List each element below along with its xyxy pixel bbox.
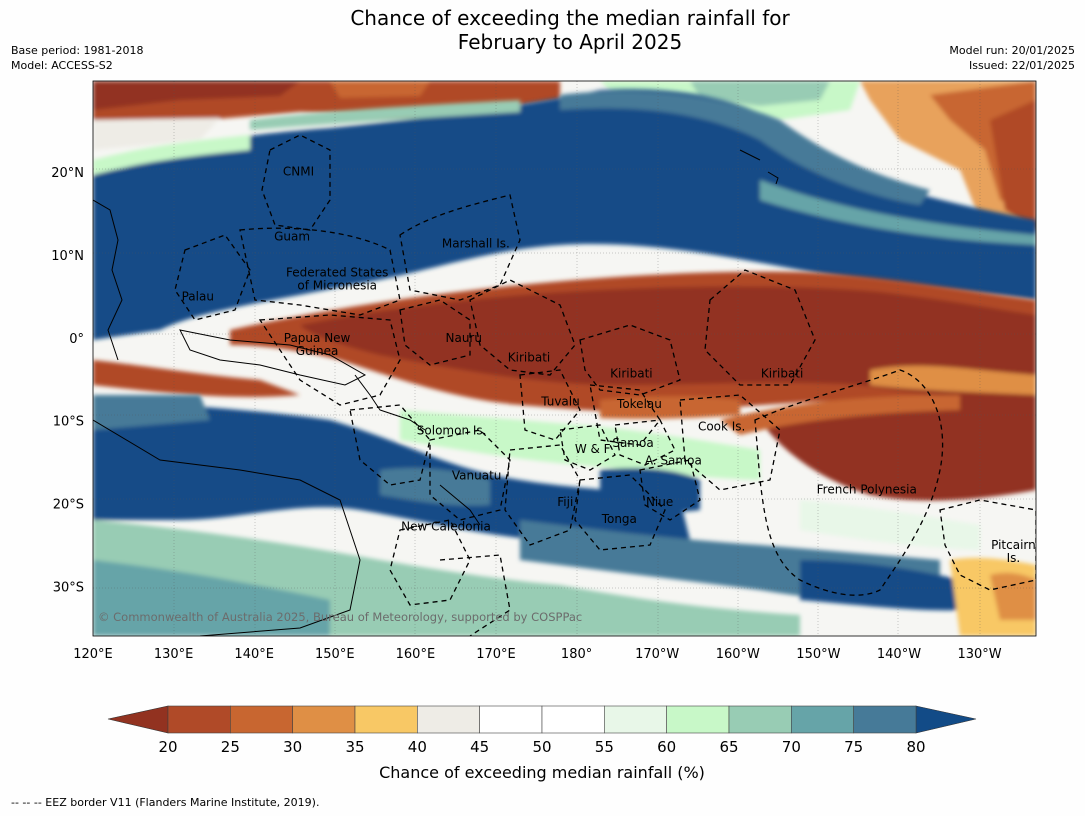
lon-tick-label: 140°W	[877, 647, 921, 662]
lon-tick-label: 150°E	[315, 647, 355, 662]
region-label: Kiribati	[508, 351, 550, 365]
colorbar-cell	[292, 705, 356, 734]
colorbar-tick-label: 70	[782, 738, 801, 756]
region-label: CNMI	[283, 164, 314, 178]
region-label: of Micronesia	[297, 279, 377, 293]
gridlines	[93, 81, 1036, 636]
meta-right: Model run: 20/01/2025 Issued: 22/01/2025	[949, 43, 1075, 73]
colorbar: 20 25 30 35 40 45 50 55 60 65 70 75 80 Chance of exc…	[107, 705, 977, 782]
region-label: Solomon Is.	[417, 424, 487, 438]
lat-tick-label: 20°S	[53, 497, 84, 512]
colorbar-cell	[541, 705, 605, 734]
map-panel: © Commonwealth of Australia 2025, Bureau…	[93, 81, 1036, 636]
colorbar-cell	[853, 705, 917, 734]
colorbar-tick-label: 75	[844, 738, 863, 756]
region-label: Is.	[1007, 551, 1021, 565]
region-label: Palau	[182, 289, 214, 303]
colorbar-low-extend	[107, 705, 169, 734]
latitude-axis: 20°N 10°N 0° 10°S 20°S 30°S	[51, 166, 84, 595]
lat-tick-label: 20°N	[51, 166, 84, 181]
region-label: Guam	[274, 230, 310, 244]
map-frame	[92, 80, 1037, 637]
region-label: Samoa	[612, 436, 653, 450]
colorbar-cell	[479, 705, 543, 734]
lon-tick-label: 180°	[561, 647, 592, 662]
colorbar-tick-label: 80	[906, 738, 925, 756]
region-label: A. Samoa	[645, 453, 702, 467]
lat-tick-label: 0°	[69, 332, 84, 347]
region-label: New Caledonia	[401, 520, 491, 534]
north-dry-zone	[93, 81, 1036, 230]
lon-tick-label: 160°W	[716, 647, 760, 662]
colorbar-high-extend	[915, 705, 977, 734]
copyright-text: © Commonwealth of Australia 2025, Bureau…	[98, 610, 582, 624]
lon-tick-label: 130°E	[154, 647, 194, 662]
lon-tick-label: 170°W	[635, 647, 679, 662]
colorbar-tick-label: 55	[595, 738, 614, 756]
colorbar-tick-label: 60	[657, 738, 676, 756]
chart-title: Chance of exceeding the median rainfall …	[0, 6, 1085, 54]
north-wet-zone	[93, 89, 1036, 340]
eez-borders	[174, 134, 1036, 636]
colorbar-title: Chance of exceeding median rainfall (%)	[379, 763, 705, 782]
lon-tick-label: 140°E	[234, 647, 274, 662]
colorbar-tick-label: 65	[719, 738, 738, 756]
colorbar-tick-label: 40	[408, 738, 427, 756]
colorbar-tick-label: 45	[470, 738, 489, 756]
issued-text: Issued: 22/01/2025	[968, 59, 1075, 72]
region-label: Pitcairn	[991, 538, 1036, 552]
colorbar-tick-label: 20	[158, 738, 177, 756]
region-label: Fiji	[557, 495, 573, 509]
lon-tick-label: 120°E	[73, 647, 113, 662]
region-label: Kiribati	[610, 366, 652, 380]
lat-tick-label: 10°S	[53, 415, 84, 430]
region-label: Vanuatu	[452, 468, 502, 482]
colorbar-cells	[167, 705, 917, 734]
lon-tick-label: 160°E	[396, 647, 436, 662]
region-label: French Polynesia	[817, 482, 917, 496]
map-figure: © Commonwealth of Australia 2025, Bureau…	[51, 80, 1037, 782]
region-label: Nauru	[446, 331, 482, 345]
eez-footnote: -- -- -- EEZ border V11 (Flanders Marine…	[11, 796, 320, 809]
colorbar-ticks: 20 25 30 35 40 45 50 55 60 65 70 75 80	[158, 738, 925, 756]
colorbar-cell	[167, 705, 231, 734]
lon-tick-label: 130°W	[957, 647, 1001, 662]
region-label: Papua New	[284, 331, 351, 345]
lat-tick-label: 30°S	[53, 580, 84, 595]
model-text: Model: ACCESS-S2	[11, 59, 113, 72]
region-label: Marshall Is.	[442, 236, 510, 250]
base-period-text: Base period: 1981-2018	[11, 44, 144, 57]
colorbar-tick-label: 50	[532, 738, 551, 756]
colorbar-cell	[417, 705, 480, 734]
colorbar-tick-label: 25	[221, 738, 240, 756]
lat-tick-label: 10°N	[51, 249, 84, 264]
region-label: Guinea	[296, 344, 339, 358]
colorbar-tick-label: 35	[345, 738, 364, 756]
region-label: Federated States	[286, 265, 388, 279]
colorbar-tick-label: 30	[283, 738, 302, 756]
meta-left: Base period: 1981-2018 Model: ACCESS-S2	[11, 43, 143, 73]
colorbar-cell	[354, 705, 418, 734]
region-label: Cook Is.	[698, 419, 745, 433]
region-label: Tonga	[601, 512, 637, 526]
colorbar-cell	[791, 705, 854, 734]
model-run-text: Model run: 20/01/2025	[949, 44, 1075, 57]
title-line-2: February to April 2025	[457, 30, 683, 54]
lon-tick-label: 170°E	[476, 647, 516, 662]
region-label: Tuvalu	[540, 395, 580, 409]
region-label: Tokelau	[616, 397, 662, 411]
colorbar-cell	[666, 705, 730, 734]
south-wet-zone	[93, 395, 1036, 636]
colorbar-cell	[604, 705, 667, 734]
equatorial-dry-band	[93, 271, 1036, 501]
colorbar-cell	[728, 705, 792, 734]
title-line-1: Chance of exceeding the median rainfall …	[350, 6, 790, 30]
lon-tick-label: 150°W	[796, 647, 840, 662]
region-label: W & F	[575, 442, 611, 456]
region-label: Kiribati	[761, 366, 803, 380]
region-label: Niue	[646, 495, 673, 509]
longitude-axis: 120°E 130°E 140°E 150°E 160°E 170°E 180° 170°W 1…	[73, 647, 1002, 662]
colorbar-cell	[230, 705, 293, 734]
